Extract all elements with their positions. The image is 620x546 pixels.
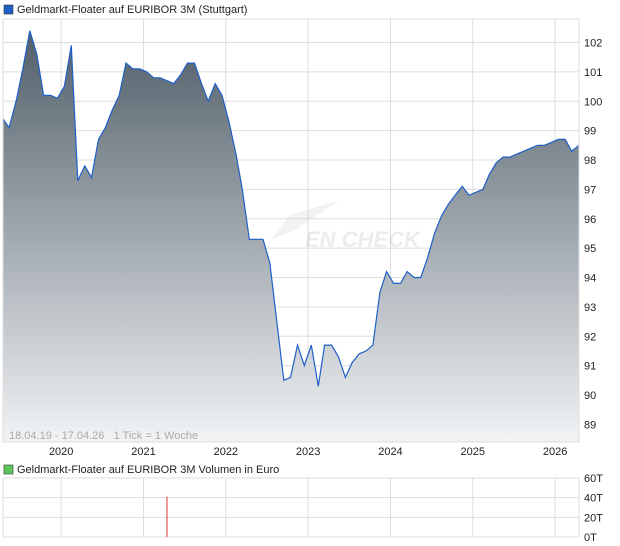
y-tick-label: 101 [584,67,602,79]
y-tick-label-volume: 0T [584,532,597,544]
x-tick-label: 2026 [543,446,567,458]
y-tick-label: 93 [584,302,596,314]
legend-swatch-price [3,4,14,15]
legend-price: Geldmarkt-Floater auf EURIBOR 3M (Stuttg… [17,4,247,16]
x-tick-label: 2021 [131,446,155,458]
y-tick-label-volume: 40T [584,493,603,505]
x-tick-label: 2022 [214,446,238,458]
y-tick-label: 95 [584,243,596,255]
y-tick-label: 94 [584,273,596,285]
y-tick-label: 98 [584,155,596,167]
y-tick-label: 100 [584,96,602,108]
price-area [3,30,579,442]
y-tick-label: 96 [584,214,596,226]
x-tick-label: 2024 [378,446,402,458]
legend-swatch-volume [3,464,14,475]
x-tick-label: 2023 [296,446,320,458]
watermark-logo: EN CHECK [270,200,422,252]
y-tick-label: 89 [584,419,596,431]
y-tick-label: 92 [584,331,596,343]
y-tick-label: 91 [584,361,596,373]
y-tick-label-volume: 60T [584,473,603,485]
svg-text:EN CHECK: EN CHECK [305,227,422,252]
legend-volume: Geldmarkt-Floater auf EURIBOR 3M Volumen… [17,464,279,476]
date-range-info: 18.04.19 - 17.04.26 1 Tick = 1 Woche [9,430,198,442]
y-tick-label: 99 [584,126,596,138]
y-tick-label: 102 [584,38,602,50]
y-tick-label: 90 [584,390,596,402]
plot-frame [2,18,580,443]
price-line [2,30,580,387]
x-tick-label: 2020 [49,446,73,458]
x-tick-label: 2025 [461,446,485,458]
y-tick-label-volume: 20T [584,512,603,524]
y-tick-label: 97 [584,184,596,196]
